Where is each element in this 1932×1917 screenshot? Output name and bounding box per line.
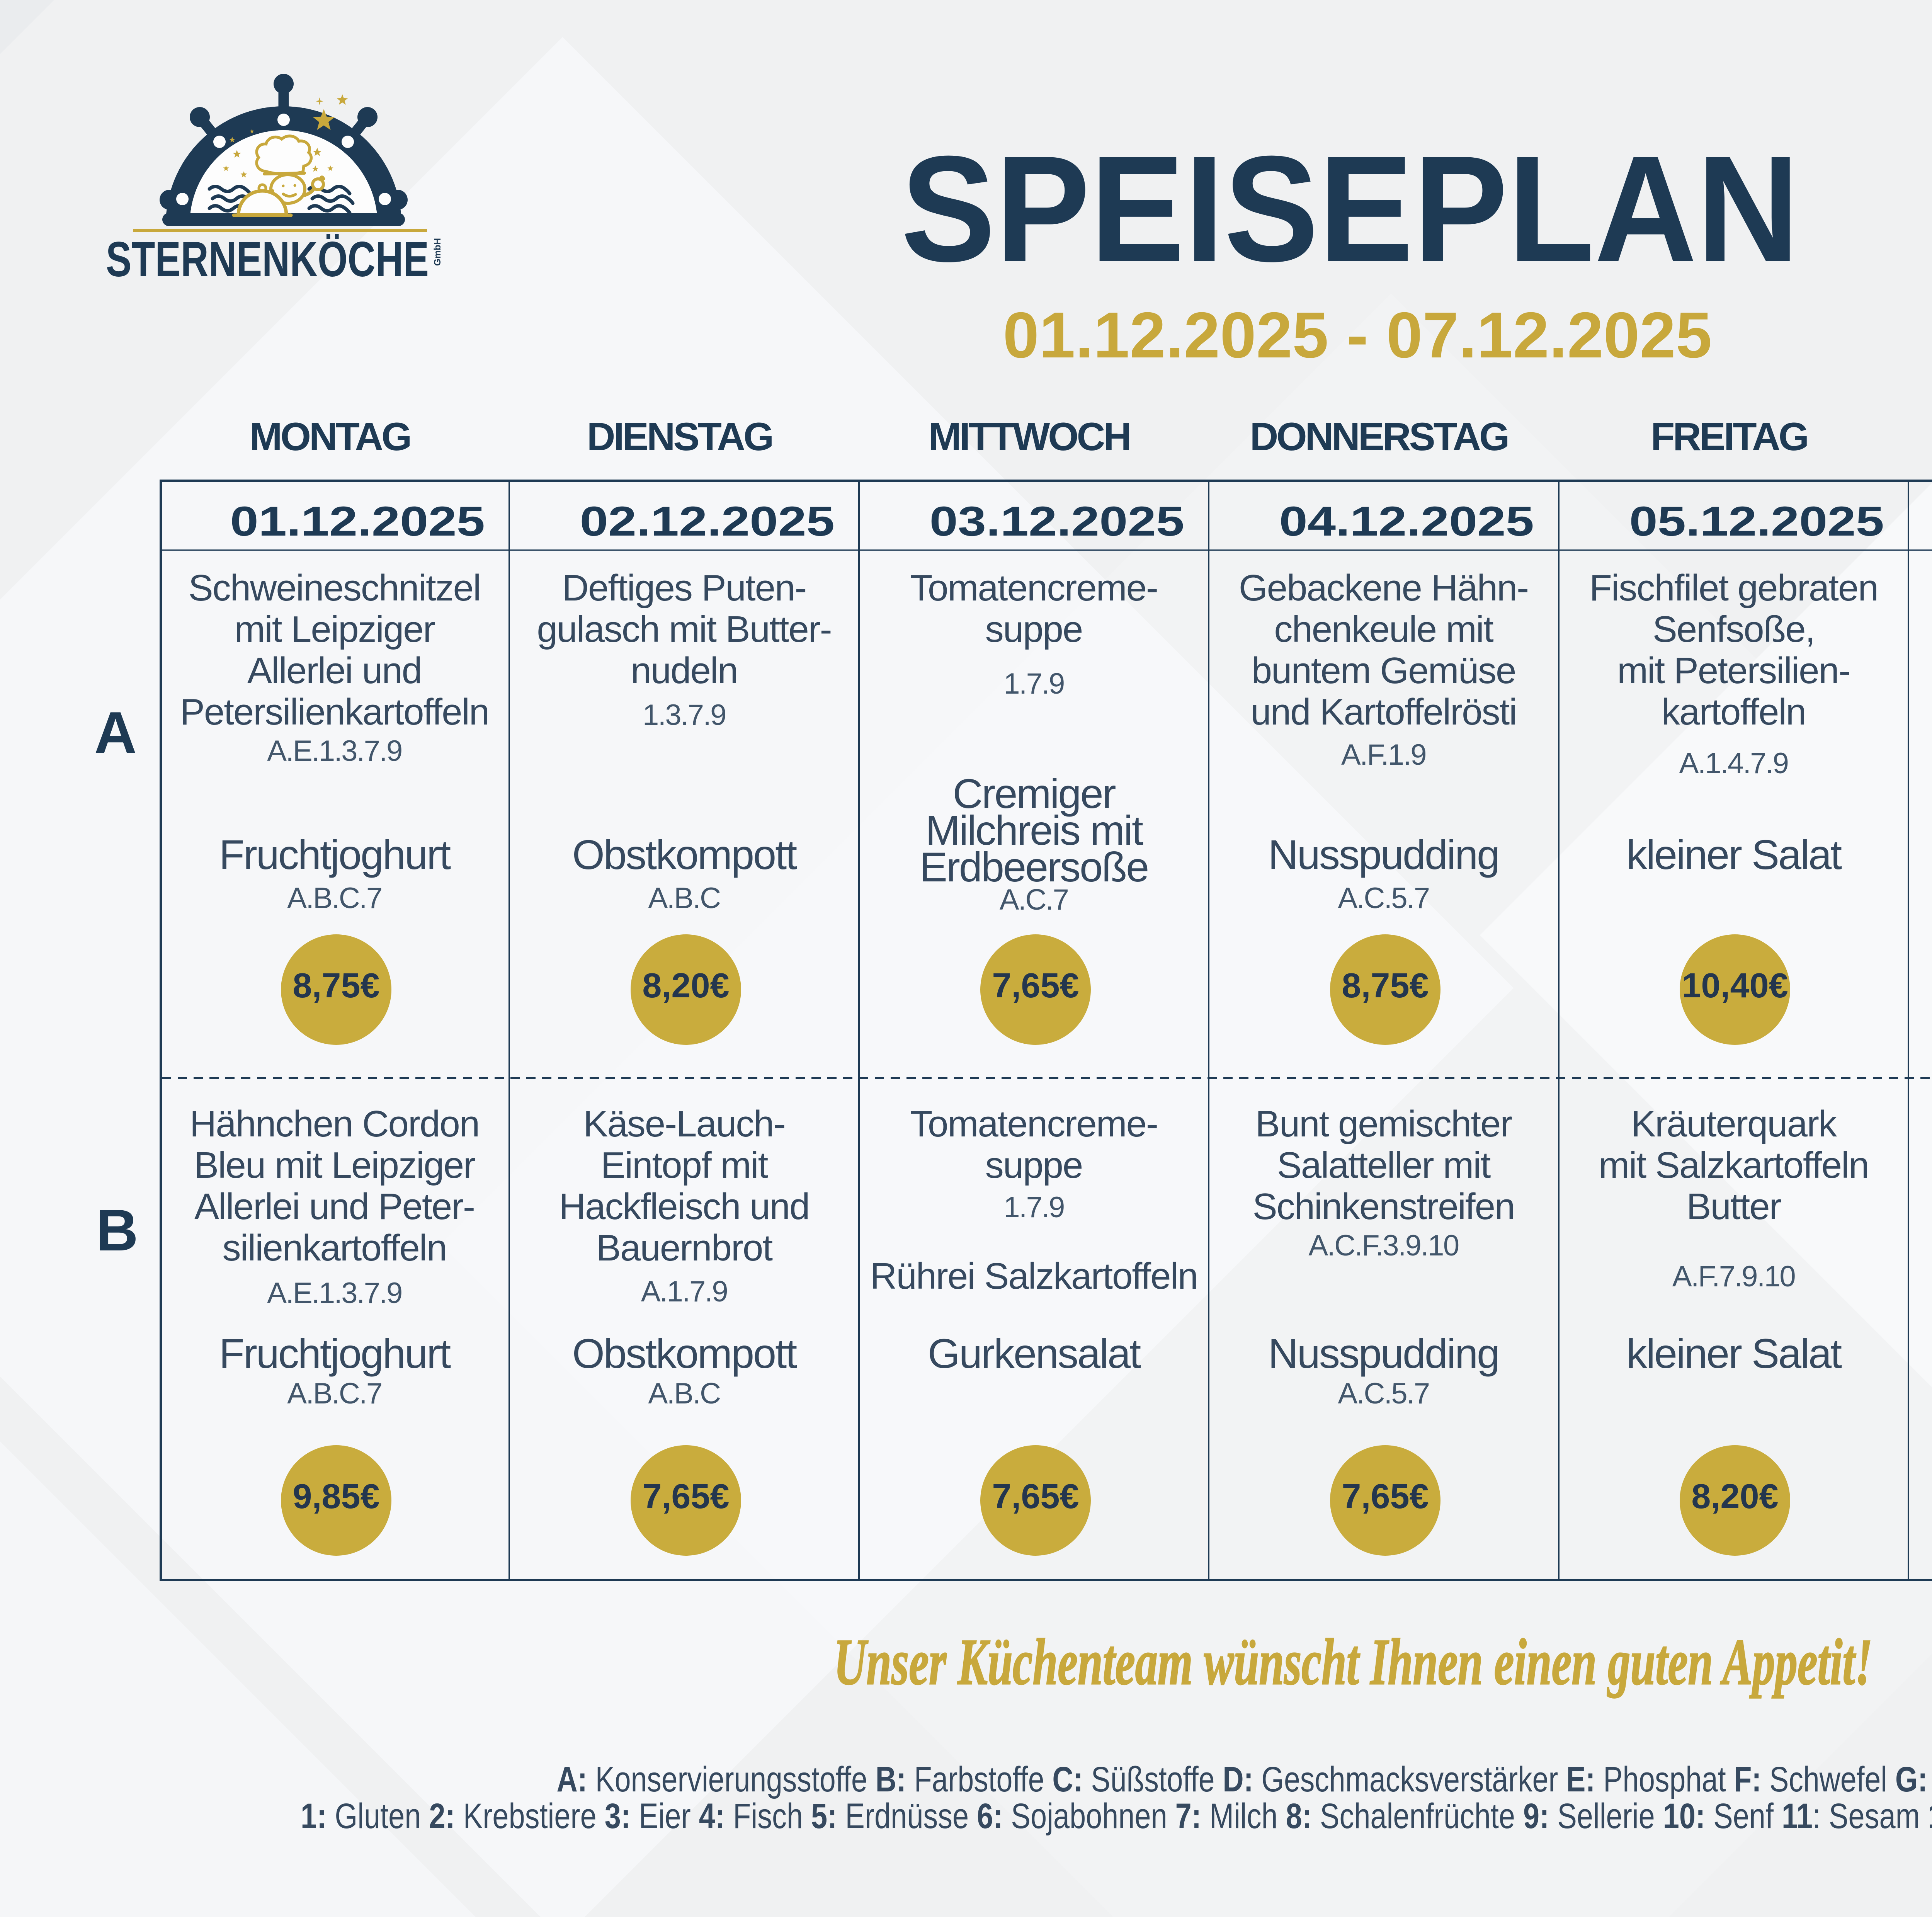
svg-text:GmbH: GmbH [432, 238, 443, 266]
svg-text:A: Konservierungsstoffe B: Far: A: Konservierungsstoffe B: Farbstoffe C:… [557, 1760, 1932, 1799]
svg-text:1: Gluten 2: Krebstiere 3: Eie: 1: Gluten 2: Krebstiere 3: Eier 4: Fisch… [301, 1796, 1932, 1836]
svg-text:Unser Küchenteam wünscht Ihnen: Unser Küchenteam wünscht Ihnen einen gut… [834, 1626, 1872, 1698]
svg-text:STERNENKÖCHE: STERNENKÖCHE [106, 232, 429, 287]
svg-text:SPEISEPLAN: SPEISEPLAN [901, 124, 1799, 293]
svg-text:01.12.2025 - 07.12.2025: 01.12.2025 - 07.12.2025 [1003, 299, 1712, 371]
